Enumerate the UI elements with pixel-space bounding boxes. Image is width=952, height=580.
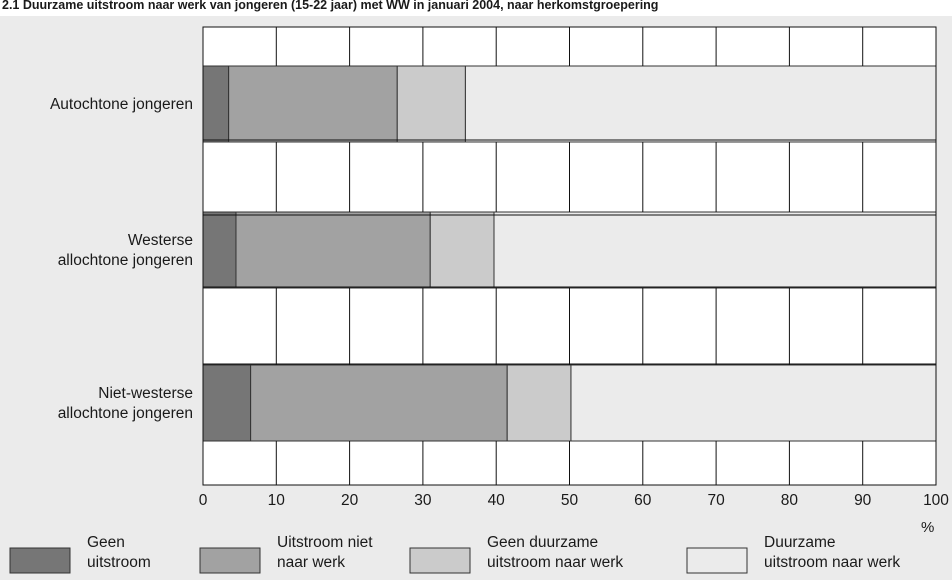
x-tick-label: 10 <box>268 492 286 509</box>
x-tick-labels: 0 10 20 30 40 50 60 70 80 90 100 <box>199 492 950 509</box>
legend-label-duurzame-uitstroom-naar-werk: uitstroom naar werk <box>764 554 900 571</box>
x-tick-label: 90 <box>854 492 872 509</box>
plot-border <box>202 26 937 486</box>
bar-westerse-allochtone-jongeren-geen-duurzame-uitstroom-naar-werk <box>429 211 495 289</box>
x-tick-label: 100 <box>923 492 949 509</box>
chart-title: 2.1 Duurzame uitstroom naar werk van jon… <box>0 0 952 16</box>
category-label: Westerse <box>128 232 193 249</box>
grid-layer <box>203 27 936 485</box>
x-tick-label: 40 <box>488 492 506 509</box>
bar-autochtone-jongeren-uitstroom-niet-naar-werk <box>228 65 398 143</box>
legend-label-uitstroom-niet-naar-werk: naar werk <box>277 554 345 571</box>
x-axis-unit: % <box>921 519 934 536</box>
category-label: Niet-westerse <box>98 385 193 402</box>
bar-autochtone-jongeren-geen-duurzame-uitstroom-naar-werk <box>396 65 466 143</box>
x-tick-label: 30 <box>414 492 432 509</box>
x-tick-label: 50 <box>561 492 579 509</box>
legend-label-duurzame-uitstroom-naar-werk: Duurzame <box>764 534 836 551</box>
category-label: Autochtone jongeren <box>50 96 193 113</box>
bar-niet-westerse-allochtone-jongeren-uitstroom-niet-naar-werk <box>250 364 508 442</box>
bar-westerse-allochtone-jongeren-geen-uitstroom <box>202 211 237 289</box>
bar-niet-westerse-allochtone-jongeren-duurzame-uitstroom-naar-werk <box>570 364 937 442</box>
legend-label-geen-uitstroom: Geen <box>87 534 125 551</box>
bar-autochtone-jongeren-duurzame-uitstroom-naar-werk <box>464 65 937 143</box>
legend-swatch-geen-uitstroom <box>9 547 71 574</box>
x-tick-label: 60 <box>634 492 652 509</box>
bar-westerse-allochtone-jongeren-uitstroom-niet-naar-werk <box>235 211 431 289</box>
bar-niet-westerse-allochtone-jongeren-geen-uitstroom <box>202 364 252 442</box>
legend-swatch-uitstroom-niet-naar-werk <box>199 547 261 574</box>
x-tick-label: 0 <box>199 492 208 509</box>
legend-label-geen-duurzame-uitstroom-naar-werk: uitstroom naar werk <box>487 554 623 571</box>
legend-swatch-duurzame-uitstroom-naar-werk <box>686 547 748 574</box>
legend-label-uitstroom-niet-naar-werk: Uitstroom niet <box>277 534 373 551</box>
legend: Geen uitstroom Uitstroom niet naar werk Geen… <box>9 534 900 574</box>
bar-autochtone-jongeren-geen-uitstroom <box>202 65 230 143</box>
legend-label-geen-duurzame-uitstroom-naar-werk: Geen duurzame <box>487 534 598 551</box>
bar-westerse-allochtone-jongeren-duurzame-uitstroom-naar-werk <box>493 211 937 289</box>
x-tick-label: 80 <box>781 492 799 509</box>
category-labels: Autochtone jongeren Westerse allochtone jo… <box>50 96 193 422</box>
legend-swatch-geen-duurzame-uitstroom-naar-werk <box>409 547 471 574</box>
category-label: allochtone jongeren <box>58 405 193 422</box>
legend-label-geen-uitstroom: uitstroom <box>87 554 151 571</box>
x-tick-label: 70 <box>707 492 725 509</box>
category-label: allochtone jongeren <box>58 252 193 269</box>
bar-niet-westerse-allochtone-jongeren-geen-duurzame-uitstroom-naar-werk <box>506 364 572 442</box>
x-tick-label: 20 <box>341 492 359 509</box>
bars-layer <box>202 65 937 442</box>
